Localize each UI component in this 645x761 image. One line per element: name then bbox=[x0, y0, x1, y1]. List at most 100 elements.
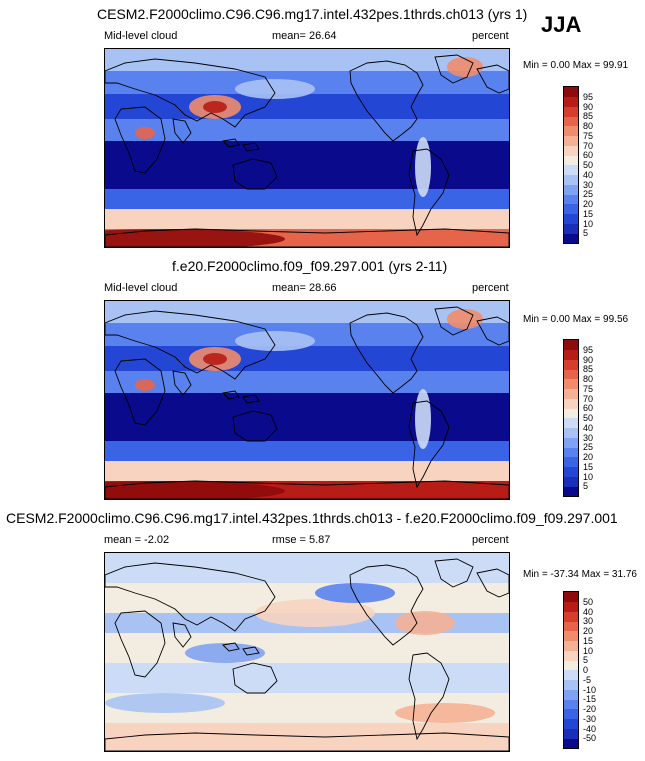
coastline bbox=[232, 662, 278, 694]
field-feature bbox=[395, 703, 495, 723]
colorbar-swatch bbox=[564, 689, 578, 700]
colorbar-swatch bbox=[564, 611, 578, 622]
colorbar-swatch bbox=[564, 660, 578, 671]
field-band bbox=[105, 441, 509, 461]
coastline bbox=[349, 564, 424, 646]
field-band bbox=[105, 71, 509, 94]
coastline bbox=[408, 148, 450, 237]
colorbar-tick-label: -30 bbox=[583, 713, 597, 724]
coastline bbox=[408, 652, 450, 741]
colorbar-tick-label: -50 bbox=[583, 733, 597, 744]
coastline bbox=[114, 358, 166, 426]
colorbar-tick-label: 70 bbox=[583, 140, 594, 151]
colorbar-swatch bbox=[564, 145, 578, 156]
colorbar-swatch bbox=[564, 418, 578, 428]
panel-3-mean-label: mean = -2.02 bbox=[104, 534, 170, 546]
colorbar-tick-label: 25 bbox=[583, 442, 594, 453]
colorbar-swatch bbox=[564, 447, 578, 458]
coastline bbox=[222, 642, 240, 652]
field-band bbox=[105, 94, 509, 119]
map-svg bbox=[105, 301, 509, 499]
colorbar-tick-label: 90 bbox=[583, 101, 594, 112]
colorbar-swatch bbox=[564, 592, 578, 602]
panel-3-map bbox=[104, 552, 510, 752]
colorbar-tick-label: 25 bbox=[583, 189, 594, 200]
colorbar-tick-label: 75 bbox=[583, 383, 594, 394]
field-band bbox=[105, 461, 509, 481]
colorbar-swatch bbox=[564, 398, 578, 409]
colorbar-swatch bbox=[564, 631, 578, 641]
colorbar-swatch bbox=[564, 699, 578, 710]
field-feature bbox=[203, 101, 227, 113]
field-feature bbox=[185, 643, 265, 663]
field-band bbox=[105, 323, 509, 346]
colorbar-tick-label: -15 bbox=[583, 694, 597, 705]
coastline bbox=[222, 138, 240, 148]
field-band bbox=[105, 723, 509, 751]
colorbar-swatch bbox=[564, 233, 578, 244]
panel-1-map bbox=[104, 48, 510, 248]
panel-1-variable-label: Mid-level cloud bbox=[104, 30, 178, 42]
colorbar-swatch bbox=[564, 87, 578, 97]
panel-1-mean-label: mean= 26.64 bbox=[272, 30, 337, 42]
colorbar-tick-label: 15 bbox=[583, 635, 594, 646]
coastline bbox=[349, 312, 424, 394]
panel-1-colorbar: 5 10 15 20 25 30 40 50 60 70 75 80 85 90 95 bbox=[563, 86, 593, 244]
colorbar-tick-label: 10 bbox=[583, 218, 594, 229]
colorbar-tick-label: 80 bbox=[583, 374, 594, 384]
panel-2-colorbar: 5 10 15 20 25 30 40 50 60 70 75 80 85 90 95 bbox=[563, 339, 593, 497]
coastline bbox=[105, 228, 509, 247]
colorbar-swatch bbox=[564, 466, 578, 477]
coastline bbox=[242, 646, 260, 656]
coastline bbox=[232, 158, 278, 190]
coastline bbox=[105, 562, 276, 632]
colorbar-tick-label: 80 bbox=[583, 121, 594, 131]
colorbar-swatch bbox=[564, 349, 578, 360]
field-feature bbox=[105, 229, 285, 247]
colorbar-tick-label: 5 bbox=[583, 655, 589, 666]
panel-3-rmse-label: rmse = 5.87 bbox=[272, 534, 331, 546]
colorbar-tick-label: 15 bbox=[583, 461, 594, 472]
panel-2-title: f.e20.F2000climo.f09_f09.297.001 (yrs 2-… bbox=[172, 258, 448, 274]
colorbar-swatch bbox=[564, 640, 578, 651]
colorbar-tick-label: 60 bbox=[583, 150, 594, 161]
season-label: JJA bbox=[541, 12, 582, 37]
coastline bbox=[349, 60, 424, 142]
field-band bbox=[105, 553, 509, 583]
field-feature bbox=[415, 137, 431, 197]
colorbar-tick-label: 85 bbox=[583, 364, 594, 375]
coastline bbox=[232, 410, 278, 442]
colorbar-tick-label: 0 bbox=[583, 665, 589, 675]
colorbar-tick-label: 95 bbox=[583, 344, 594, 355]
colorbar-tick-label: 40 bbox=[583, 169, 594, 180]
panel-3-colorbar: -50 -40 -30 -20 -15 -10 -5 0 5 10 15 20 30 40 50 bbox=[563, 591, 596, 749]
coastline bbox=[105, 732, 509, 751]
colorbar-swatch bbox=[564, 718, 578, 729]
field-feature bbox=[255, 599, 375, 627]
colorbar-swatch bbox=[564, 601, 578, 612]
colorbar-swatch bbox=[564, 408, 578, 419]
colorbar-swatch bbox=[564, 213, 578, 224]
colorbar-tick-label: 30 bbox=[583, 179, 594, 190]
colorbar-tick-label: 20 bbox=[583, 626, 594, 636]
colorbar-swatch bbox=[564, 223, 578, 234]
field-band bbox=[105, 141, 509, 189]
coastline bbox=[434, 558, 474, 588]
colorbar-tick-label: 30 bbox=[583, 432, 594, 443]
colorbar-swatch bbox=[564, 340, 578, 350]
panel-3-title: CESM2.F2000climo.C96.C96.mg17.intel.432p… bbox=[6, 510, 618, 526]
colorbar-tick-label: 40 bbox=[583, 422, 594, 433]
colorbar-swatch bbox=[564, 621, 578, 632]
colorbar-tick-label: -20 bbox=[583, 704, 597, 714]
coastline bbox=[222, 390, 240, 400]
colorbar-swatch bbox=[564, 650, 578, 661]
panel-2-minmax: Min = 0.00 Max = 99.56 bbox=[523, 314, 629, 325]
coastline bbox=[114, 610, 166, 678]
colorbar-tick-label: 10 bbox=[583, 645, 594, 656]
colorbar-tick-label: 20 bbox=[583, 199, 594, 209]
coastline bbox=[434, 306, 474, 336]
field-band bbox=[105, 393, 509, 441]
coastline bbox=[476, 316, 509, 346]
field-band bbox=[105, 119, 509, 141]
colorbar-swatch bbox=[564, 126, 578, 136]
